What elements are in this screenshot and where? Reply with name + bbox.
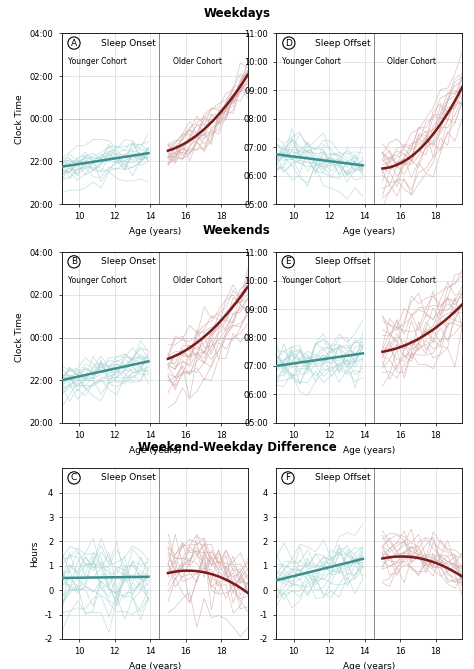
Text: Younger Cohort: Younger Cohort <box>67 58 127 66</box>
Text: F: F <box>285 474 291 482</box>
X-axis label: Age (years): Age (years) <box>128 446 181 455</box>
Text: Older Cohort: Older Cohort <box>173 276 222 285</box>
Text: Older Cohort: Older Cohort <box>387 276 437 285</box>
Text: Sleep Offset: Sleep Offset <box>315 258 371 266</box>
Text: Older Cohort: Older Cohort <box>173 58 222 66</box>
Text: Older Cohort: Older Cohort <box>387 58 437 66</box>
Text: Younger Cohort: Younger Cohort <box>67 276 127 285</box>
Text: Weekend-Weekday Difference: Weekend-Weekday Difference <box>137 441 337 454</box>
Y-axis label: Hours: Hours <box>30 541 39 567</box>
Text: Weekends: Weekends <box>203 225 271 237</box>
Text: C: C <box>71 474 77 482</box>
Y-axis label: Clock Time: Clock Time <box>15 312 24 363</box>
Text: A: A <box>71 39 77 47</box>
Text: Younger Cohort: Younger Cohort <box>282 58 341 66</box>
X-axis label: Age (years): Age (years) <box>128 227 181 236</box>
Text: Weekdays: Weekdays <box>203 7 271 20</box>
X-axis label: Age (years): Age (years) <box>343 446 395 455</box>
Text: Sleep Offset: Sleep Offset <box>315 39 371 47</box>
Text: Sleep Onset: Sleep Onset <box>100 39 155 47</box>
Text: B: B <box>71 258 77 266</box>
Text: Sleep Onset: Sleep Onset <box>100 474 155 482</box>
X-axis label: Age (years): Age (years) <box>343 662 395 669</box>
Text: Sleep Onset: Sleep Onset <box>100 258 155 266</box>
Text: E: E <box>285 258 291 266</box>
Text: D: D <box>285 39 292 47</box>
Text: Younger Cohort: Younger Cohort <box>282 276 341 285</box>
Text: Sleep Offset: Sleep Offset <box>315 474 371 482</box>
X-axis label: Age (years): Age (years) <box>128 662 181 669</box>
Y-axis label: Clock Time: Clock Time <box>15 94 24 144</box>
X-axis label: Age (years): Age (years) <box>343 227 395 236</box>
